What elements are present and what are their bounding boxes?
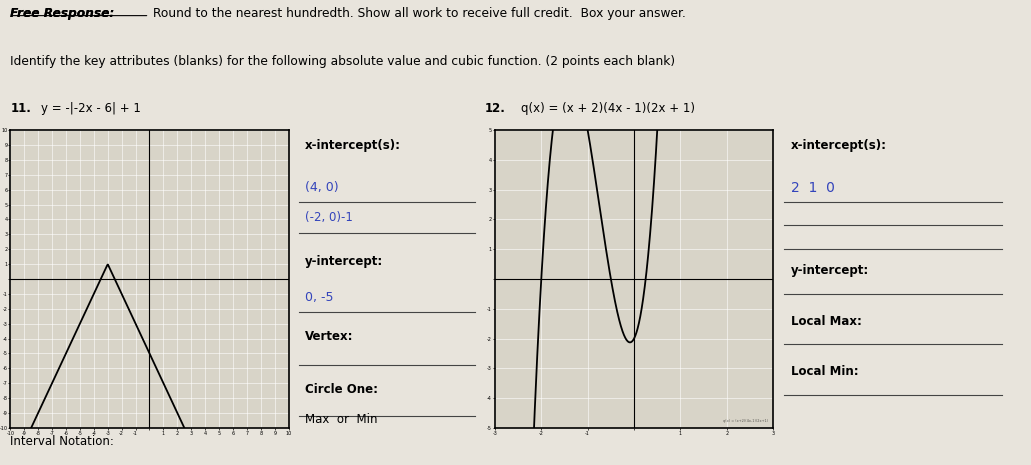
Text: Local Max:: Local Max: xyxy=(791,315,862,328)
Text: (4, 0): (4, 0) xyxy=(304,181,338,194)
Text: Free Response:: Free Response: xyxy=(10,7,114,20)
Text: Vertex:: Vertex: xyxy=(304,330,353,343)
Text: x-intercept(s):: x-intercept(s): xyxy=(791,139,887,152)
Text: Round to the nearest hundredth. Show all work to receive full credit.  Box your : Round to the nearest hundredth. Show all… xyxy=(149,7,687,20)
Text: y-intercept:: y-intercept: xyxy=(791,264,869,277)
Text: (-2, 0)-1: (-2, 0)-1 xyxy=(304,211,353,224)
Text: 0, -5: 0, -5 xyxy=(304,291,333,304)
Text: Free Response:: Free Response: xyxy=(10,7,114,20)
Text: Interval Notation:: Interval Notation: xyxy=(10,435,114,448)
Text: Identify the key attributes (blanks) for the following absolute value and cubic : Identify the key attributes (blanks) for… xyxy=(10,55,675,68)
Text: y-intercept:: y-intercept: xyxy=(304,255,383,268)
Text: 2  1  0: 2 1 0 xyxy=(791,181,834,195)
Text: q(x) = (x + 2)(4x - 1)(2x + 1): q(x) = (x + 2)(4x - 1)(2x + 1) xyxy=(521,101,695,114)
Text: x-intercept(s):: x-intercept(s): xyxy=(304,139,401,152)
Text: Local Min:: Local Min: xyxy=(791,365,858,379)
Text: Circle One:: Circle One: xyxy=(304,383,377,396)
Text: q(x) = (x+2)(4x-1)(2x+1): q(x) = (x+2)(4x-1)(2x+1) xyxy=(724,419,769,423)
Text: 11.: 11. xyxy=(10,101,31,114)
Text: Max  or  Min: Max or Min xyxy=(304,413,377,426)
Text: y = -|-2x - 6| + 1: y = -|-2x - 6| + 1 xyxy=(41,101,141,114)
Text: 12.: 12. xyxy=(485,101,505,114)
